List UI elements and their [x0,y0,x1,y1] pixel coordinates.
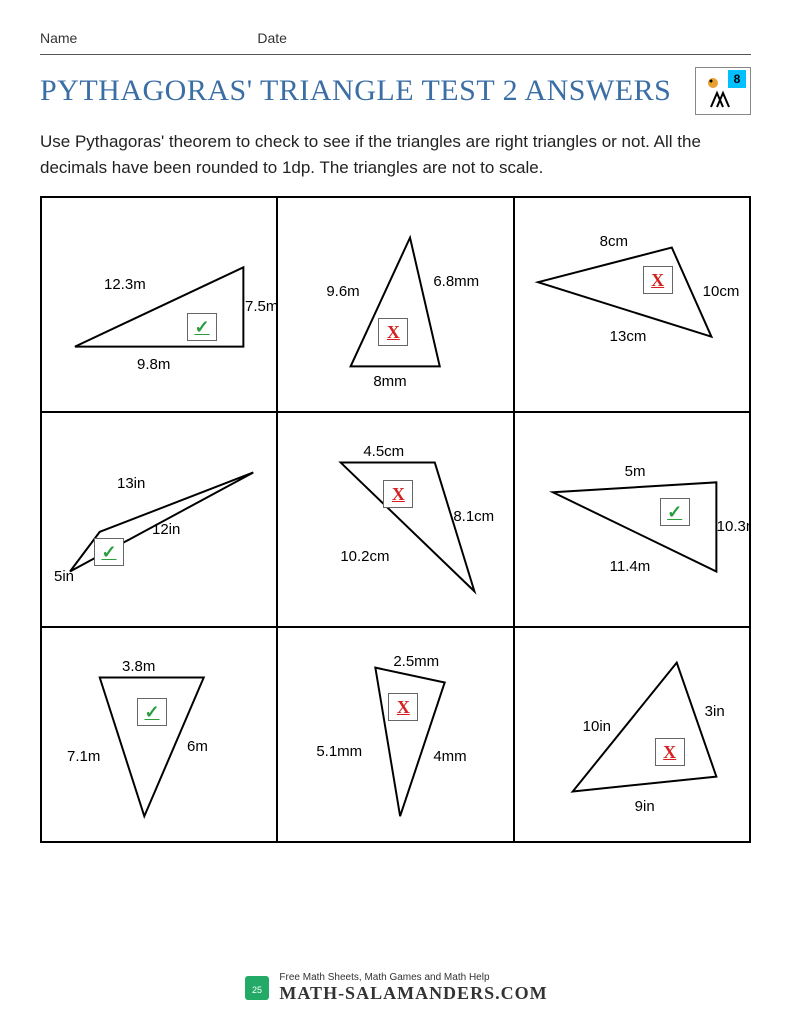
answer-mark: X [388,693,418,721]
side-label: 3in [705,703,725,720]
answer-mark: X [378,318,408,346]
side-label: 12in [152,521,180,538]
grade-badge: 8 [695,67,751,115]
side-label: 4mm [433,748,466,765]
side-label: 10cm [703,283,740,300]
answer-mark: X [383,480,413,508]
side-label: 10.3m [717,518,750,535]
title-row: PYTHAGORAS' TRIANGLE TEST 2 ANSWERS 8 [40,54,751,115]
side-label: 3.8m [122,658,155,675]
answer-mark: X [655,738,685,766]
side-label: 13in [117,475,145,492]
side-label: 8cm [600,233,628,250]
side-label: 8mm [373,373,406,390]
cell-6: 5m 10.3m 11.4m ✓ [514,412,750,627]
side-label: 5in [54,568,74,585]
instructions: Use Pythagoras' theorem to check to see … [40,129,751,180]
side-label: 11.4m [610,558,651,575]
side-label: 6m [187,738,208,755]
answer-mark: ✓ [187,313,217,341]
header-fields: Name Date [40,30,751,46]
side-label: 7.5m [245,298,277,315]
side-label: 4.5cm [363,443,404,460]
cell-7: 3.8m 6m 7.1m ✓ [41,627,277,842]
footer-tagline: Free Math Sheets, Math Games and Math He… [279,972,547,983]
cell-2: 9.6m 6.8mm 8mm X [277,197,513,412]
side-label: 10.2cm [340,548,389,565]
cell-1: 12.3m 7.5m 9.8m ✓ [41,197,277,412]
cell-9: 3in 9in 10in X [514,627,750,842]
side-label: 8.1cm [453,508,494,525]
footer: 25 Free Math Sheets, Math Games and Math… [0,972,791,1004]
footer-logo-icon: 25 [243,974,271,1002]
cell-8: 2.5mm 4mm 5.1mm X [277,627,513,842]
side-label: 12.3m [104,276,146,293]
badge-number: 8 [728,70,746,88]
answer-mark: ✓ [137,698,167,726]
date-label: Date [257,30,287,46]
cell-4: 13in 12in 5in ✓ [41,412,277,627]
side-label: 9in [635,798,655,815]
answer-mark: ✓ [94,538,124,566]
side-label: 13cm [610,328,647,345]
svg-text:25: 25 [252,985,262,995]
cell-5: 4.5cm 8.1cm 10.2cm X [277,412,513,627]
side-label: 7.1m [67,748,100,765]
side-label: 2.5mm [393,653,439,670]
side-label: 5m [625,463,646,480]
side-label: 5.1mm [316,743,362,760]
cell-3: 8cm 10cm 13cm X [514,197,750,412]
side-label: 6.8mm [433,273,479,290]
side-label: 10in [583,718,611,735]
answer-mark: X [643,266,673,294]
page-title: PYTHAGORAS' TRIANGLE TEST 2 ANSWERS [40,74,671,108]
side-label: 9.8m [137,356,170,373]
triangle-grid: 12.3m 7.5m 9.8m ✓ 9.6m 6.8mm 8mm X 8cm 1… [40,196,751,843]
side-label: 9.6m [326,283,359,300]
name-label: Name [40,30,77,46]
footer-url: MATH-SALAMANDERS.COM [279,983,547,1004]
answer-mark: ✓ [660,498,690,526]
